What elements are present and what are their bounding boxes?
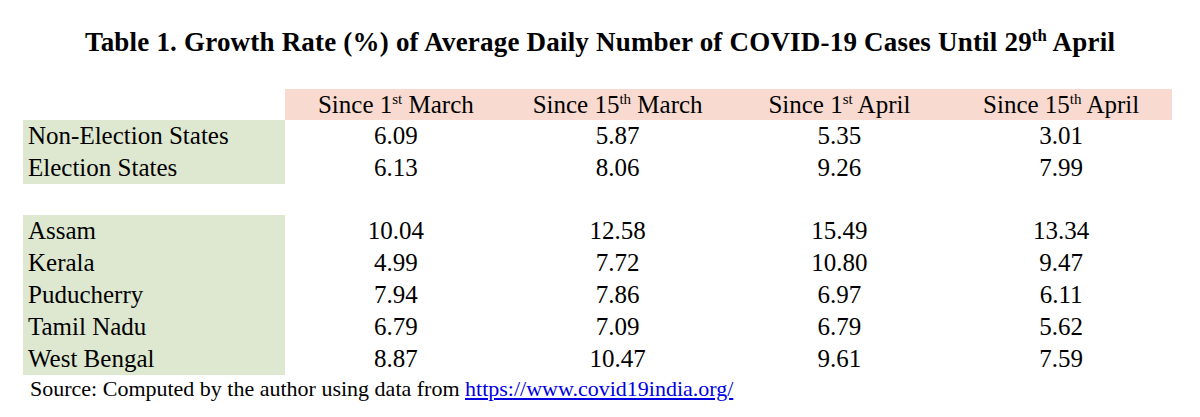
cell-value: 6.09 <box>285 120 507 152</box>
cell-value: 4.99 <box>285 247 507 279</box>
table-row-kerala: Kerala 4.99 7.72 10.80 9.47 <box>23 247 1172 279</box>
column-header-since-1st-march: Since 1st March <box>285 89 507 120</box>
cell-value: 7.09 <box>507 311 729 343</box>
cell-value: 13.34 <box>950 215 1172 247</box>
cell-value: 9.61 <box>729 343 951 375</box>
cell-value: 8.06 <box>507 152 729 184</box>
table-header-row: Since 1st March Since 15th March Since 1… <box>23 89 1172 120</box>
row-label: Election States <box>23 152 285 184</box>
table-row-tamil-nadu: Tamil Nadu 6.79 7.09 6.79 5.62 <box>23 311 1172 343</box>
growth-rate-table: Since 1st March Since 15th March Since 1… <box>23 89 1172 375</box>
source-link[interactable]: https://www.covid19india.org/ <box>465 376 733 401</box>
table-row-election-states: Election States 6.13 8.06 9.26 7.99 <box>23 152 1172 184</box>
cell-value: 6.97 <box>729 279 951 311</box>
cell-value: 9.26 <box>729 152 951 184</box>
cell-value: 6.79 <box>729 311 951 343</box>
row-label: Assam <box>23 215 285 247</box>
table-row-assam: Assam 10.04 12.58 15.49 13.34 <box>23 215 1172 247</box>
cell-value: 7.72 <box>507 247 729 279</box>
cell-value: 15.49 <box>729 215 951 247</box>
table-title: Table 1. Growth Rate (%) of Average Dail… <box>0 27 1200 58</box>
cell-value: 7.86 <box>507 279 729 311</box>
cell-value: 10.04 <box>285 215 507 247</box>
cell-value: 6.13 <box>285 152 507 184</box>
table-group-spacer <box>23 184 1172 215</box>
cell-value: 12.58 <box>507 215 729 247</box>
cell-value: 6.11 <box>950 279 1172 311</box>
row-label: Kerala <box>23 247 285 279</box>
cell-value: 7.94 <box>285 279 507 311</box>
table-title-superscript: th <box>1032 26 1047 45</box>
cell-value: 9.47 <box>950 247 1172 279</box>
cell-value: 5.87 <box>507 120 729 152</box>
header-label-spacer <box>23 89 285 120</box>
cell-value: 5.62 <box>950 311 1172 343</box>
column-header-since-15th-april: Since 15th April <box>950 89 1172 120</box>
cell-value: 3.01 <box>950 120 1172 152</box>
row-label: Tamil Nadu <box>23 311 285 343</box>
row-label: West Bengal <box>23 343 285 375</box>
cell-value: 7.99 <box>950 152 1172 184</box>
table-row-west-bengal: West Bengal 8.87 10.47 9.61 7.59 <box>23 343 1172 375</box>
column-header-since-15th-march: Since 15th March <box>507 89 729 120</box>
table-row-puducherry: Puducherry 7.94 7.86 6.97 6.11 <box>23 279 1172 311</box>
cell-value: 10.47 <box>507 343 729 375</box>
paper-table-page: Table 1. Growth Rate (%) of Average Dail… <box>0 27 1200 417</box>
source-note: Source: Computed by the author using dat… <box>30 376 1200 402</box>
table-row-non-election-states: Non-Election States 6.09 5.87 5.35 3.01 <box>23 120 1172 152</box>
cell-value: 6.79 <box>285 311 507 343</box>
cell-value: 8.87 <box>285 343 507 375</box>
row-label: Puducherry <box>23 279 285 311</box>
column-header-since-1st-april: Since 1st April <box>729 89 951 120</box>
source-note-text: Source: Computed by the author using dat… <box>30 376 465 401</box>
cell-value: 5.35 <box>729 120 951 152</box>
row-label: Non-Election States <box>23 120 285 152</box>
cell-value: 10.80 <box>729 247 951 279</box>
cell-value: 7.59 <box>950 343 1172 375</box>
table-title-suffix: April <box>1047 27 1115 57</box>
table-title-text: Table 1. Growth Rate (%) of Average Dail… <box>85 27 1032 57</box>
